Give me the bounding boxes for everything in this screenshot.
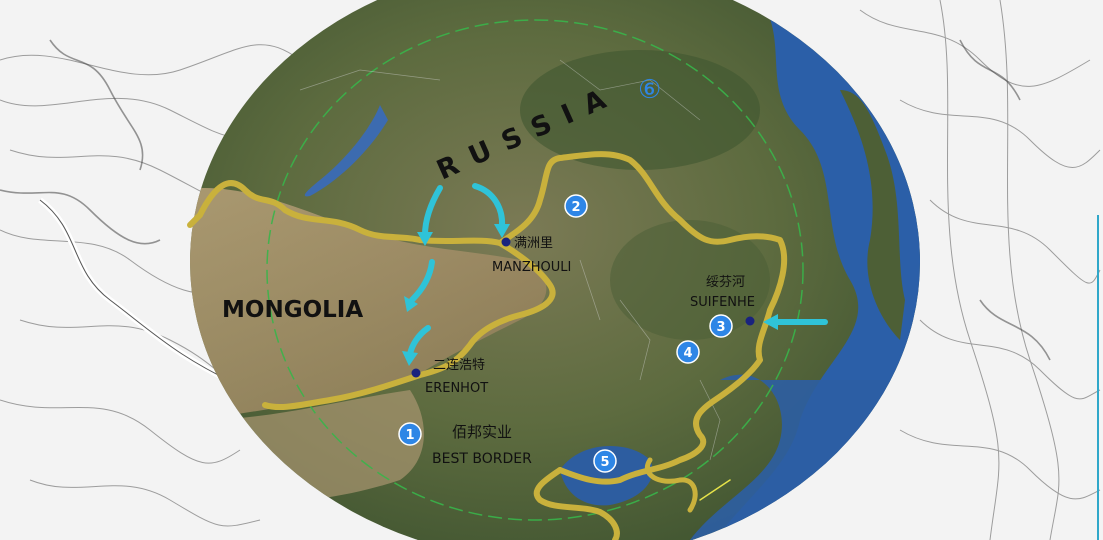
suifenhe-en-label: SUIFENHE bbox=[690, 295, 755, 310]
city-suifenhe: 绥芬河 SUIFENHE bbox=[690, 275, 755, 326]
marker-4: 4 bbox=[676, 340, 700, 364]
marker-5-number: 5 bbox=[600, 455, 609, 470]
arrow-mongolia-mid bbox=[404, 259, 435, 312]
trade-arrows bbox=[402, 183, 828, 366]
russia-marker-six: ⑥ bbox=[638, 75, 661, 105]
erenhot-dot bbox=[411, 368, 421, 378]
marker-1: 1 bbox=[398, 422, 422, 446]
city-best-border: 佰邦实业 BEST BORDER bbox=[432, 423, 532, 467]
marker-1-number: 1 bbox=[405, 428, 414, 443]
erenhot-en-label: ERENHOT bbox=[425, 381, 488, 396]
marker-3-number: 3 bbox=[716, 320, 725, 335]
marker-4-number: 4 bbox=[683, 346, 692, 361]
numbered-markers: 1 2 3 4 5 bbox=[398, 194, 733, 473]
manzhouli-zh-label: 满洲里 bbox=[514, 236, 553, 251]
arrow-russia-left bbox=[417, 185, 443, 246]
city-erenhot: 二连浩特 ERENHOT bbox=[411, 357, 488, 396]
arrow-russia-manzhouli bbox=[472, 183, 510, 238]
erenhot-zh-label: 二连浩特 bbox=[433, 357, 485, 373]
suifenhe-zh-label: 绥芬河 bbox=[706, 275, 745, 290]
best-border-zh-label: 佰邦实业 bbox=[452, 423, 512, 441]
marker-2: 2 bbox=[564, 194, 588, 218]
arrow-suifenhe bbox=[763, 314, 828, 330]
marker-2-number: 2 bbox=[571, 200, 580, 215]
manzhouli-en-label: MANZHOULI bbox=[492, 260, 571, 275]
best-border-en-label: BEST BORDER bbox=[432, 451, 532, 467]
marker-3: 3 bbox=[709, 314, 733, 338]
mongolia-label: MONGOLIA bbox=[222, 297, 363, 323]
china-border-lines bbox=[187, 151, 788, 540]
arrow-mongolia-erenhot bbox=[402, 325, 431, 366]
city-manzhouli: 满洲里 MANZHOULI bbox=[492, 236, 571, 275]
manzhouli-dot bbox=[501, 237, 511, 247]
suifenhe-dot bbox=[745, 316, 755, 326]
marker-5: 5 bbox=[593, 449, 617, 473]
